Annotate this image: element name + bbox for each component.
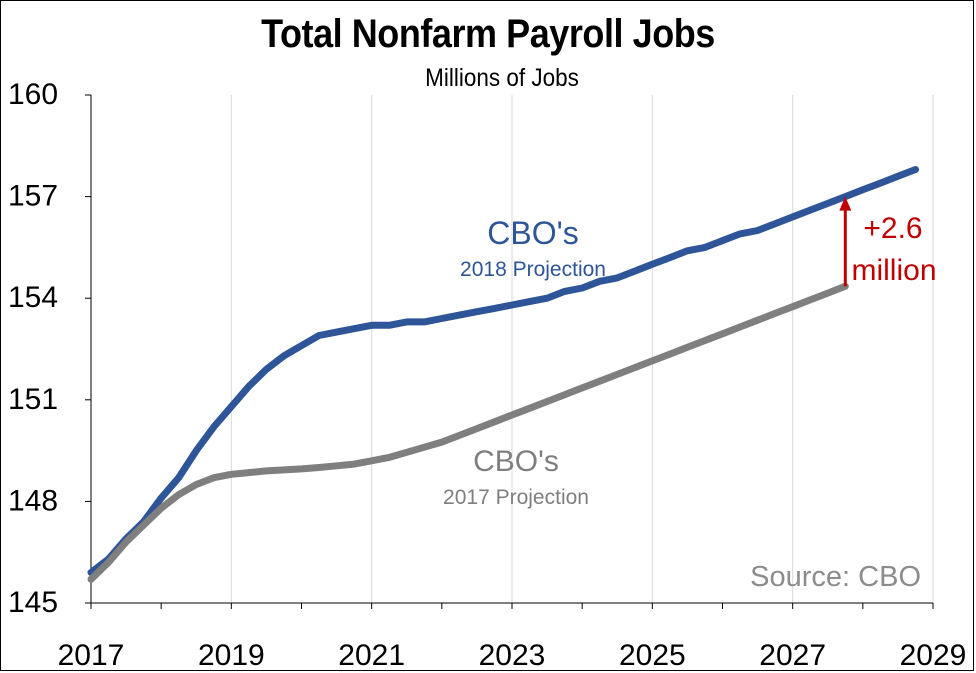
series-labels: CBO's 2018 Projection CBO's 2017 Projection… (443, 215, 921, 593)
x-tick-label-2017: 2017 (58, 639, 125, 672)
y-tick-label-160: 160 (8, 78, 58, 111)
y-tick-label-154: 154 (8, 281, 58, 314)
grid-lines (230, 95, 934, 603)
series-label-2017-sub: 2017 Projection (443, 486, 589, 509)
x-tick-label-2027: 2027 (759, 639, 826, 672)
chart-title: Total Nonfarm Payroll Jobs (261, 12, 715, 56)
series-label-2017-main: CBO's (473, 445, 559, 478)
tick-labels: 145 148 151 154 157 160 2017 2019 2021 2023 2025 20… (8, 78, 966, 672)
axes (85, 94, 934, 609)
y-tick-label-151: 151 (8, 383, 58, 416)
y-tick-label-148: 148 (8, 484, 58, 517)
series-line-2017 (87, 282, 849, 583)
chart-subtitle: Millions of Jobs (425, 64, 579, 92)
annotation-line2: million (851, 254, 936, 287)
annotation-arrowhead (839, 196, 852, 211)
x-tick-label-2029: 2029 (900, 639, 967, 672)
x-tick-label-2021: 2021 (338, 639, 405, 672)
annotation-line1: +2.6 (863, 212, 922, 245)
series-label-2018-sub: 2018 Projection (460, 258, 606, 281)
series-label-2018-main: CBO's (487, 215, 578, 251)
series-line-2018 (87, 166, 919, 576)
source-note: Source: CBO (750, 561, 921, 593)
annotation-group: +2.6 million (839, 196, 937, 287)
series-group (87, 166, 919, 583)
x-tick-label-2023: 2023 (479, 639, 546, 672)
x-tick-label-2019: 2019 (198, 639, 265, 672)
y-tick-label-145: 145 (8, 586, 58, 619)
y-tick-label-157: 157 (8, 180, 58, 213)
x-tick-label-2025: 2025 (619, 639, 686, 672)
